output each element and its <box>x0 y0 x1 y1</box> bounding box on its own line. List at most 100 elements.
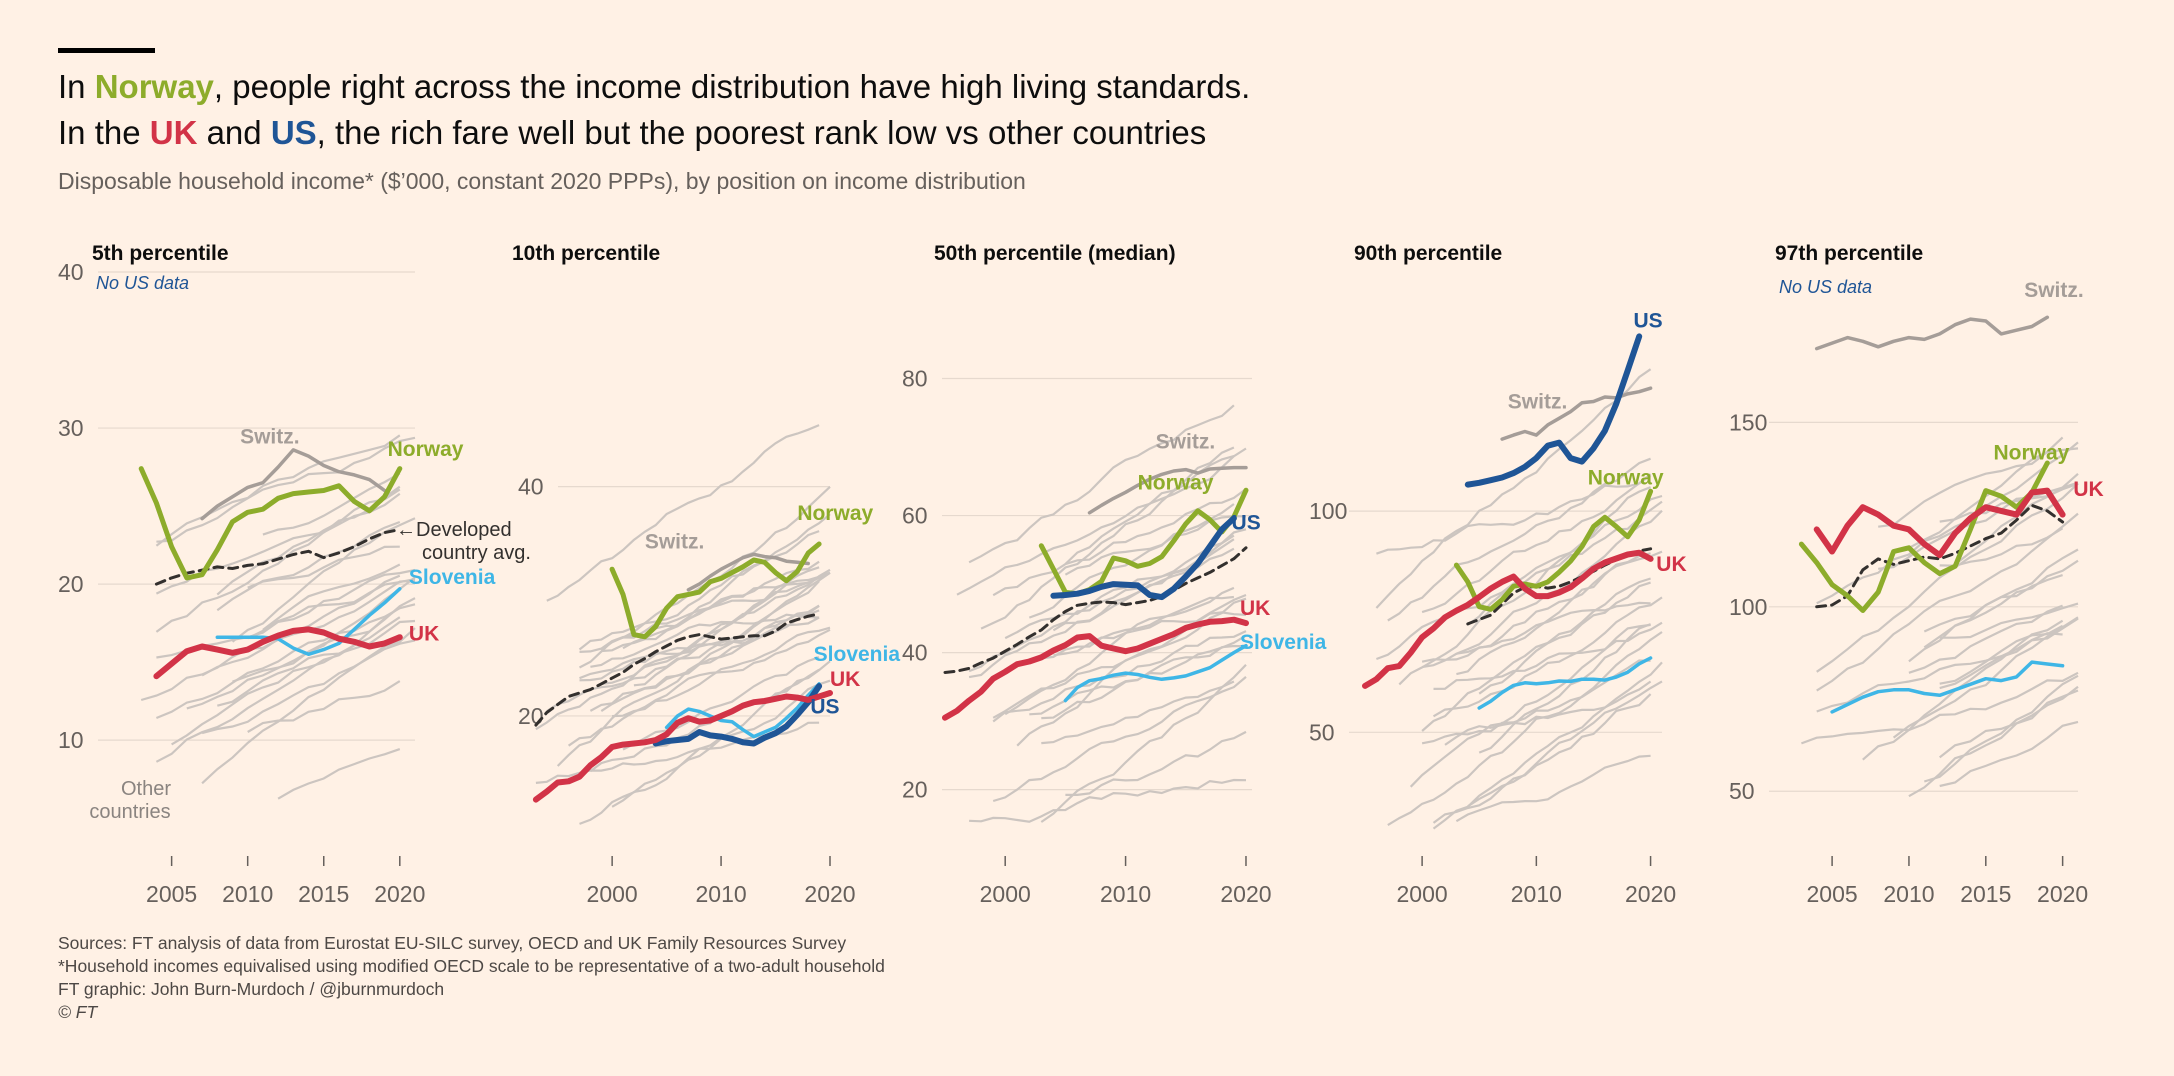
series-label-slovenia: Slovenia <box>814 643 901 666</box>
other-country-line <box>217 619 416 707</box>
panel-3: 20 40 60 80 2000 2010 2020 50th percentile (med… <box>902 242 1327 907</box>
other-country-line <box>155 492 401 633</box>
other-country-line <box>1064 447 1247 565</box>
panel-5: 50 100 150 2005 2010 2015 2020 97th percentile N… <box>1729 242 2104 907</box>
series-line-avg <box>943 546 1248 674</box>
series-line-uk <box>153 626 403 680</box>
panel-1: 10 20 30 40 2005 2010 2015 2020 5th percentile No… <box>58 242 531 907</box>
series-label-slovenia: Slovenia <box>1240 631 1327 654</box>
other-country-line <box>1908 689 2079 798</box>
series-line-uk <box>1813 487 2066 559</box>
headline-text: In the <box>58 114 150 151</box>
other-country-line <box>590 613 820 668</box>
other-country-line <box>1040 663 1247 823</box>
other-country-line <box>1004 586 1235 716</box>
headline-text: , the rich fare well but the poorest ran… <box>316 114 1207 151</box>
y-tick-label: 20 <box>58 571 84 597</box>
other-country-line <box>1939 624 2064 685</box>
other-country-line <box>968 404 1235 564</box>
other-countries-label: Other countries <box>89 778 171 823</box>
chart-subtitle: Disposable household income* ($’000, con… <box>58 168 1026 194</box>
other-country-line <box>216 488 401 596</box>
series-label-norway: Norway <box>1138 472 1214 495</box>
series-label-uk: UK <box>1240 597 1270 620</box>
x-tick-label: 2000 <box>1397 881 1448 907</box>
headline-line-2: In the UK and US, the rich fare well but… <box>58 114 1206 152</box>
other-country-line <box>969 778 1247 823</box>
panel-4: 50 100 2000 2010 2020 90th percentile US Switz.… <box>1309 242 1687 907</box>
series-label-switz: Switz. <box>1156 430 1216 453</box>
series-label-norway: Norway <box>388 438 464 461</box>
x-tick-label: 2010 <box>1883 881 1934 907</box>
other-country-line <box>579 609 820 682</box>
panel-title: 50th percentile (median) <box>934 242 1176 265</box>
other-country-line <box>1478 623 1651 754</box>
panel-title: 5th percentile <box>92 242 229 265</box>
y-tick-label: 100 <box>1309 498 1347 524</box>
other-country-line <box>600 605 820 713</box>
headline-us: US <box>270 114 317 151</box>
other-country-line <box>579 679 831 825</box>
series-line-slovenia <box>1830 660 2065 714</box>
other-country-line <box>1456 550 1663 655</box>
other-country-line <box>1923 574 2063 633</box>
headline-norway: Norway <box>94 68 214 105</box>
other-country-line <box>589 604 820 712</box>
series-line-norway <box>138 466 403 581</box>
x-tick-label: 2005 <box>1807 881 1858 907</box>
other-country-line <box>1432 693 1652 824</box>
series-line-uk <box>532 690 833 803</box>
footer-credit: FT graphic: John Burn-Murdoch / @jburnmu… <box>58 979 445 999</box>
other-country-line <box>1053 611 1247 657</box>
other-country-line <box>992 488 1247 597</box>
x-tick-label: 2010 <box>222 881 273 907</box>
other-country-line <box>1923 674 2079 783</box>
panel-title: 90th percentile <box>1354 242 1502 265</box>
series-label-switz: Switz. <box>1508 391 1568 414</box>
top-rule <box>58 48 155 53</box>
series-line-avg <box>534 612 821 727</box>
other-country-line <box>956 446 1235 596</box>
other-country-line <box>622 656 820 751</box>
other-country-line <box>1065 730 1247 796</box>
footer-copyright: © FT <box>58 1002 98 1022</box>
x-tick-label: 2020 <box>374 881 425 907</box>
other-country-line <box>1938 472 2079 579</box>
other-country-line <box>612 626 831 718</box>
x-tick-label: 2015 <box>298 881 349 907</box>
other-country-line <box>1398 486 1651 686</box>
y-tick-label: 100 <box>1729 594 1767 620</box>
other-country-line <box>1456 552 1651 676</box>
series-line-avg <box>1815 503 2065 609</box>
other-country-line <box>1004 534 1235 640</box>
other-country-line <box>1908 604 2064 674</box>
headline-uk: UK <box>149 114 198 151</box>
series-label-us: US <box>810 696 839 719</box>
other-country-line <box>1432 596 1663 718</box>
series-line-slovenia <box>664 682 821 739</box>
other-country-line <box>546 424 820 602</box>
x-tick-label: 2000 <box>587 881 638 907</box>
other-country-line <box>1433 621 1663 690</box>
other-country-line <box>155 597 416 763</box>
other-country-line <box>980 454 1235 630</box>
series-label-uk: UK <box>409 622 439 645</box>
other-countries-lines <box>1801 436 2079 798</box>
other-country-line <box>1064 515 1246 576</box>
other-country-line <box>277 748 401 800</box>
series-label-us: US <box>1232 511 1261 534</box>
other-country-line <box>1923 559 2079 649</box>
other-country-line <box>622 513 831 650</box>
series-label-slovenia: Slovenia <box>409 566 496 589</box>
developed-avg-label: ←Developed country avg. <box>396 519 531 564</box>
other-country-line <box>1816 441 2079 605</box>
y-tick-label: 30 <box>58 415 84 441</box>
panel-2: 20 40 2000 2010 2020 10th percentile Switz. Nor… <box>512 242 900 907</box>
other-country-line <box>578 530 820 651</box>
panel-title: 97th percentile <box>1775 242 1923 265</box>
y-tick-label: 10 <box>58 727 84 753</box>
no-us-data-note: No US data <box>1779 277 1872 297</box>
series-line-us <box>1464 333 1643 488</box>
other-country-line <box>1387 631 1663 827</box>
